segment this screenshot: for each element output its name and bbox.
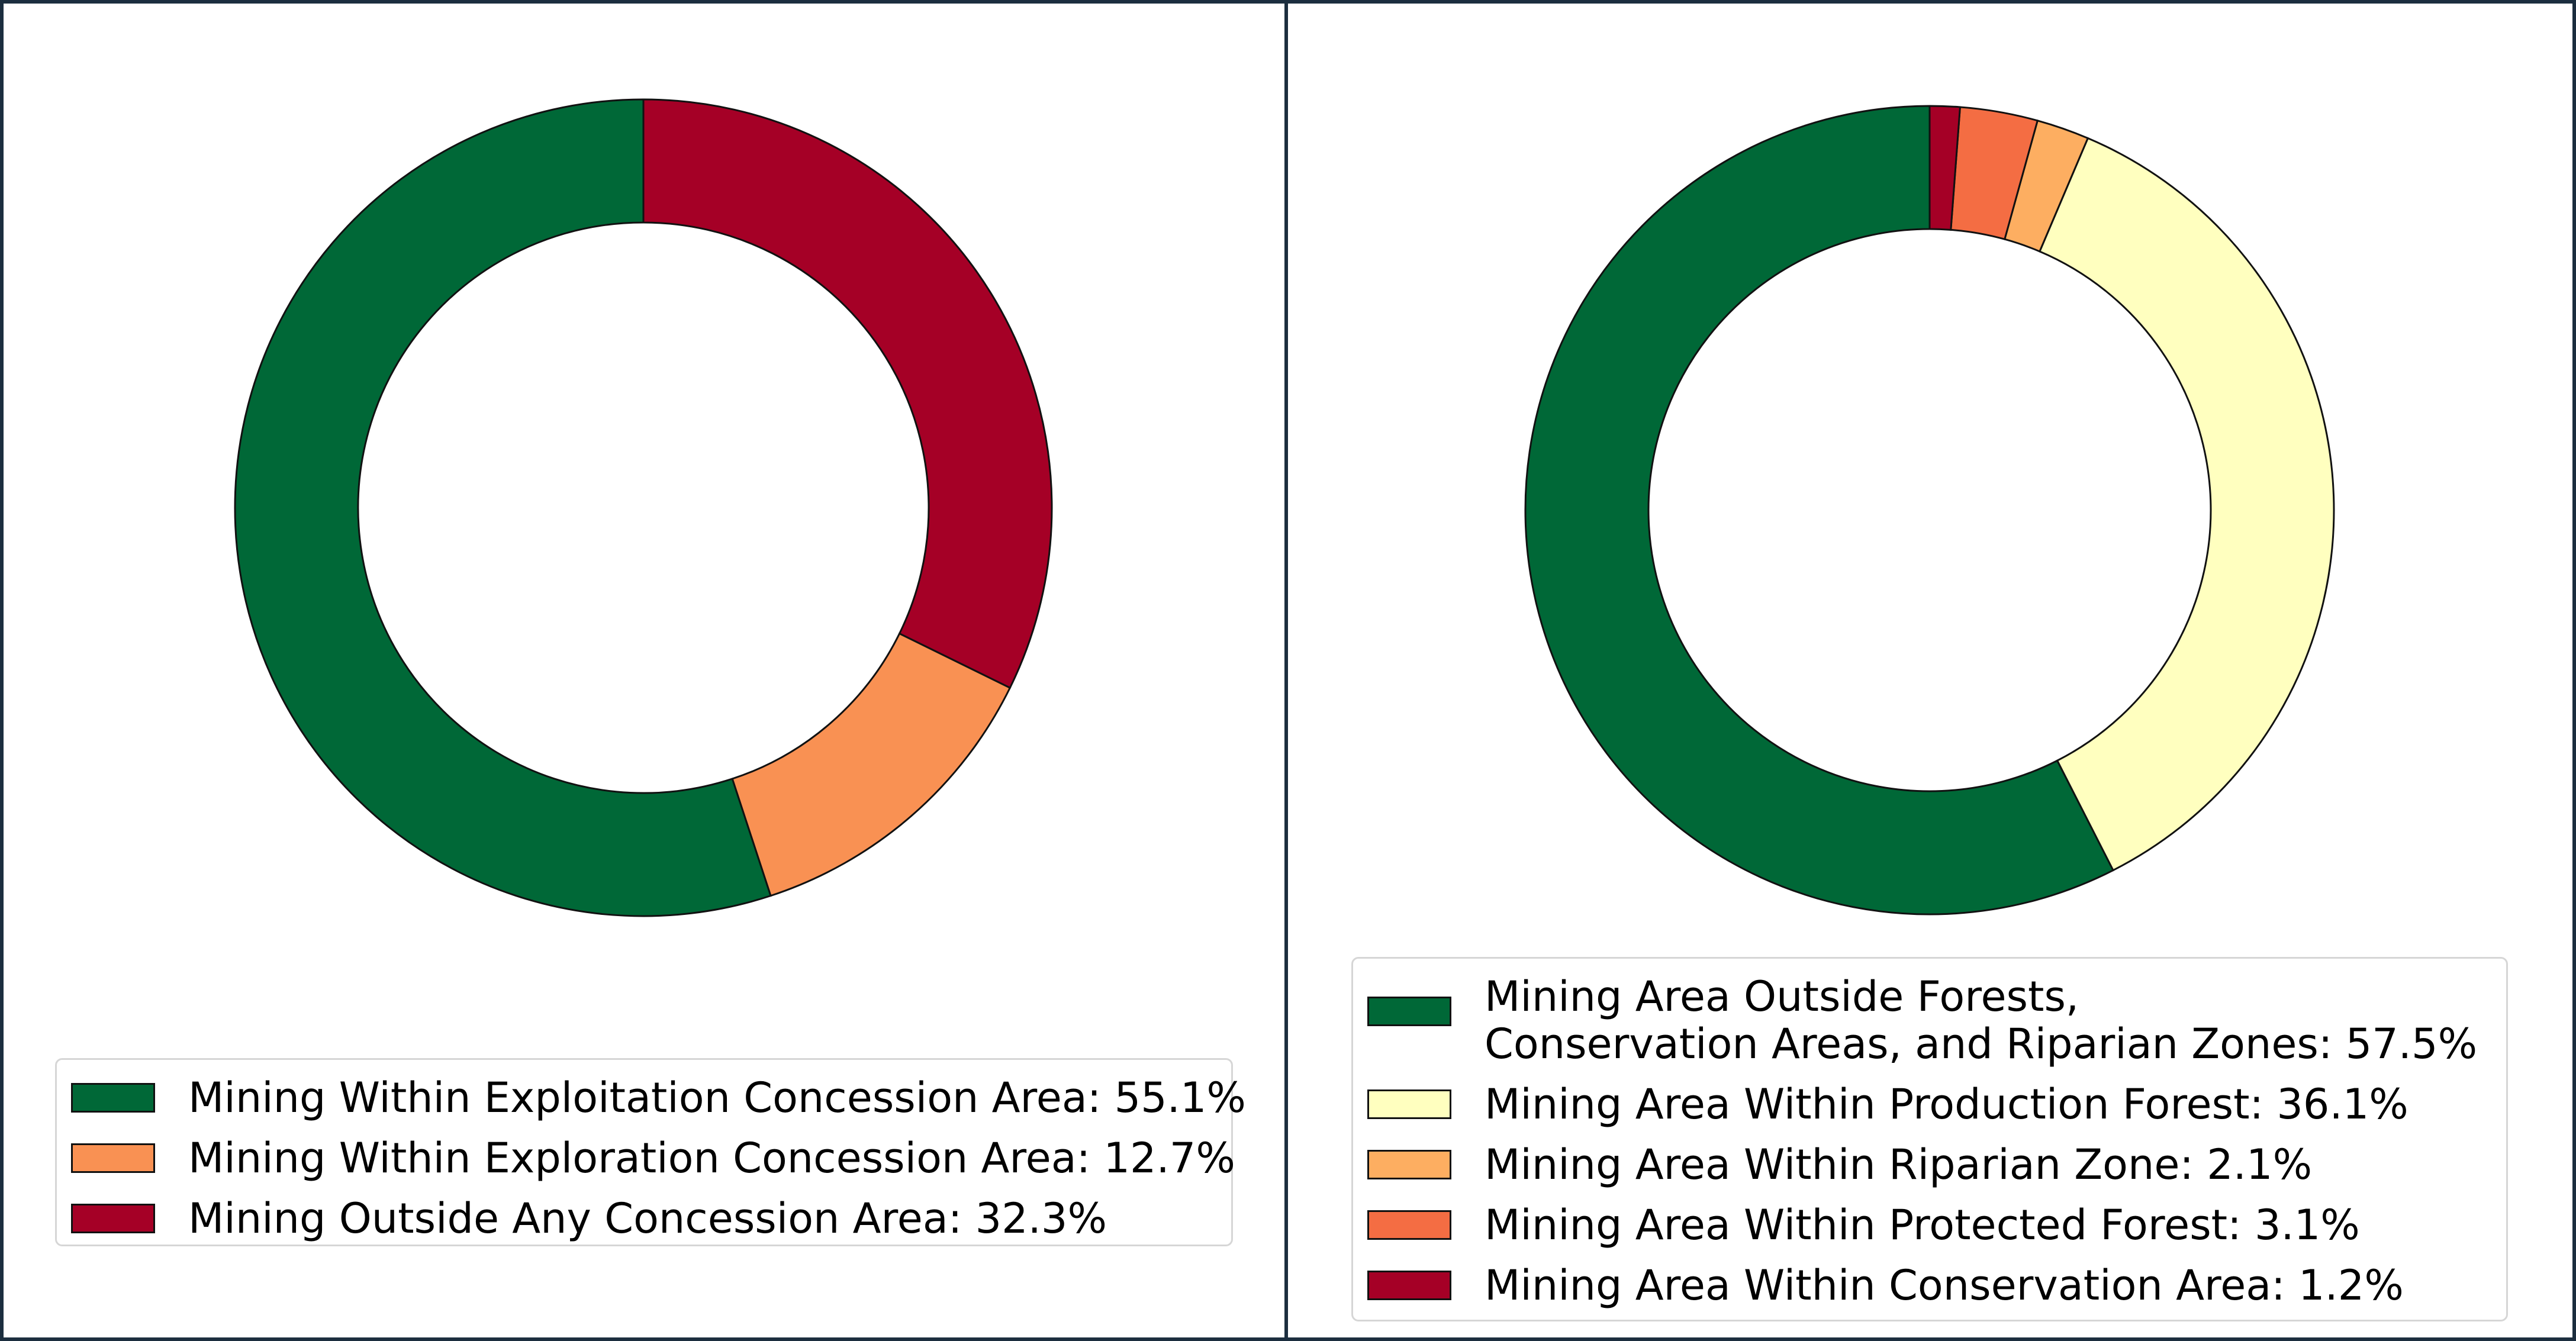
legend-1-swatch-0 <box>1367 997 1451 1026</box>
donut-1-slice-0 <box>1524 105 2115 916</box>
legend-1-swatch-4 <box>1367 1271 1451 1300</box>
legend-forest-status: Mining Area Outside Forests, Conservatio… <box>1351 957 2508 1321</box>
legend-concession: Mining Within Exploitation Concession Ar… <box>55 1058 1246 1246</box>
legend-1-swatch-1 <box>1367 1089 1451 1119</box>
legend-0-label-1: Mining Within Exploration Concession Are… <box>188 1134 1235 1182</box>
legend-1-label-0: Mining Area Outside Forests, Conservatio… <box>1485 972 2478 1068</box>
donut-1-slice-1 <box>2038 137 2335 872</box>
legend-0-swatch-1 <box>71 1143 155 1173</box>
legend-1-label-2: Mining Area Within Riparian Zone: 2.1% <box>1485 1140 2313 1189</box>
legend-0-swatch-0 <box>71 1083 155 1113</box>
legend-0-swatch-2 <box>71 1204 155 1233</box>
legend-0-label-0: Mining Within Exploitation Concession Ar… <box>188 1074 1246 1122</box>
legend-1-swatch-2 <box>1367 1150 1451 1179</box>
donut-0-slice-1 <box>731 632 1012 897</box>
legend-1-label-3: Mining Area Within Protected Forest: 3.1… <box>1485 1201 2360 1249</box>
donut-chart-concession <box>234 98 1053 917</box>
donut-0-slice-2 <box>642 98 1053 689</box>
legend-1-label-4: Mining Area Within Conservation Area: 1.… <box>1485 1261 2404 1310</box>
legend-1-swatch-3 <box>1367 1210 1451 1240</box>
panel-divider <box>1284 0 1288 1341</box>
donut-chart-forest-status <box>1524 105 2335 916</box>
legend-1-label-1: Mining Area Within Production Forest: 36… <box>1485 1080 2408 1129</box>
legend-0-label-2: Mining Outside Any Concession Area: 32.3… <box>188 1194 1107 1243</box>
donut-0-slice-0 <box>234 98 772 917</box>
donut-1-slice-4 <box>1928 105 1962 231</box>
